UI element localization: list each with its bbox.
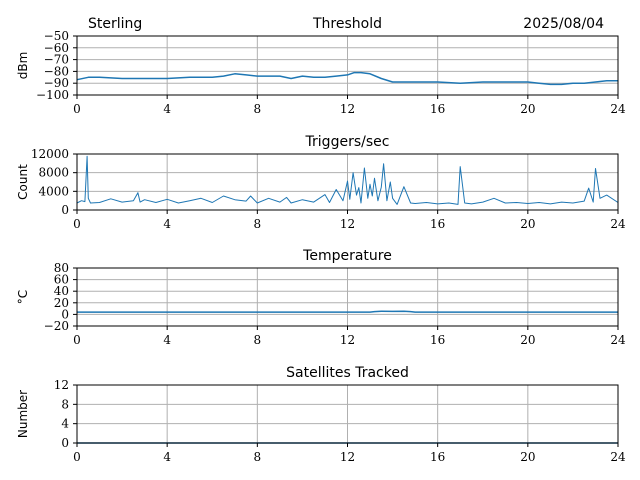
chart-title: Threshold	[312, 16, 382, 32]
x-tick-label: 20	[520, 102, 535, 116]
x-tick-label: 16	[430, 333, 445, 347]
chart-panels: 0 4 8 12 16 20 24 −100−90−80−70−60−50 Threshold d…	[16, 16, 626, 464]
x-tick-label: 24	[610, 450, 626, 464]
x-tick-label: 16	[430, 102, 445, 116]
grid-lines	[77, 268, 618, 326]
y-tick-label: 0	[61, 203, 69, 217]
x-tick-label: 8	[254, 102, 262, 116]
series-line	[76, 155, 619, 205]
y-axis-label: dBm	[16, 52, 30, 80]
chart-title: Temperature	[302, 248, 392, 264]
grid-lines	[77, 154, 618, 210]
series-line	[76, 71, 618, 86]
x-tick-label: 8	[254, 333, 262, 347]
x-tick-label: 16	[430, 450, 445, 464]
x-tick-label: 16	[430, 217, 445, 231]
grid-lines	[77, 36, 618, 95]
y-tick-label: 80	[54, 261, 69, 275]
grid-lines	[77, 385, 618, 443]
chart-panel-1: 0 4 8 12 16 20 24 −100−90−80−70−60−50 Threshold d…	[16, 16, 626, 116]
x-tick-label: 4	[163, 102, 171, 116]
x-tick-label: 12	[340, 450, 355, 464]
y-tick-label: 12	[54, 378, 69, 392]
x-tick-label: 12	[340, 333, 355, 347]
y-tick-label: 40	[54, 284, 69, 298]
y-tick-label: 8000	[38, 166, 69, 180]
y-tick-label: −70	[44, 53, 69, 67]
station-label: Sterling	[88, 16, 142, 32]
y-tick-label: −50	[44, 29, 69, 43]
y-tick-label: −90	[44, 76, 69, 90]
date-label: 2025/08/04	[523, 16, 604, 32]
chart-panel-2: 0 4 8 12 16 20 24 0 4000 8000 12000 Triggers/sec Cou…	[16, 134, 626, 231]
y-tick-label: 20	[54, 296, 69, 310]
y-tick-label: 0	[61, 307, 69, 321]
y-tick-label: 4000	[38, 184, 69, 198]
y-tick-label: −80	[44, 64, 69, 78]
x-tick-label: 4	[163, 217, 171, 231]
y-tick-label: 60	[54, 273, 69, 287]
x-tick-label: 12	[340, 217, 355, 231]
y-tick-label: −100	[36, 88, 69, 102]
y-tick-label: 8	[61, 397, 69, 411]
x-tick-label: 12	[340, 102, 355, 116]
y-tick-label: 4	[61, 417, 69, 431]
y-tick-label: −20	[44, 319, 69, 333]
chart-title: Triggers/sec	[305, 134, 390, 150]
y-axis-label: °C	[16, 290, 30, 304]
x-tick-label: 4	[163, 333, 171, 347]
x-tick-label: 0	[73, 217, 81, 231]
chart-title: Satellites Tracked	[286, 365, 409, 381]
y-axis-label: Number	[16, 390, 30, 438]
x-tick-label: 4	[163, 450, 171, 464]
x-tick-label: 0	[73, 333, 81, 347]
x-tick-label: 8	[254, 217, 262, 231]
x-tick-label: 20	[520, 217, 535, 231]
y-tick-label: 0	[61, 436, 69, 450]
x-tick-label: 24	[610, 217, 626, 231]
x-tick-label: 20	[520, 333, 535, 347]
x-tick-label: 0	[73, 102, 81, 116]
y-tick-label: −60	[44, 41, 69, 55]
x-tick-label: 8	[254, 450, 262, 464]
x-tick-label: 24	[610, 102, 626, 116]
y-tick-label: 12000	[31, 147, 69, 161]
x-tick-label: 0	[73, 450, 81, 464]
y-axis-label: Count	[16, 164, 30, 200]
chart-panel-4: 0 4 8 12 16 20 24 0 4 8 12 Satellites Tracked Number	[16, 365, 626, 464]
x-tick-label: 20	[520, 450, 535, 464]
x-tick-label: 24	[610, 333, 626, 347]
series-line	[77, 310, 618, 313]
